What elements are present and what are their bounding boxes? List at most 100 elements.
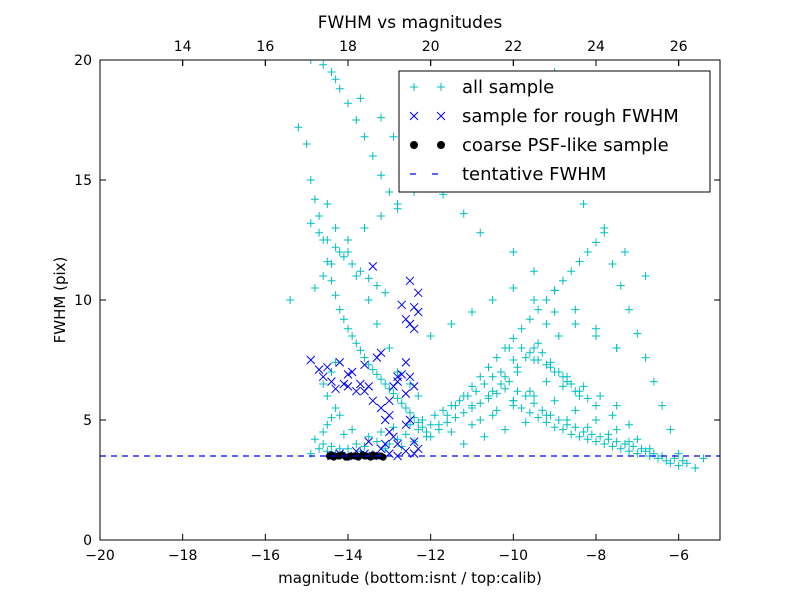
all-sample-point: [455, 396, 464, 405]
all-sample-point: [360, 132, 369, 141]
rough-fwhm-point: [413, 288, 423, 298]
x-tick-label: −16: [251, 548, 281, 564]
all-sample-point: [558, 425, 567, 434]
all-sample-point: [583, 394, 592, 403]
rough-fwhm-point: [401, 358, 411, 367]
all-sample-point: [575, 392, 584, 400]
all-sample-point: [443, 418, 452, 427]
all-sample-point: [563, 416, 572, 424]
all-sample-point: [645, 444, 654, 453]
all-sample-point: [521, 418, 530, 427]
psf-like-point: [369, 451, 377, 459]
all-sample-point: [554, 332, 563, 340]
all-sample-point: [319, 380, 328, 388]
all-sample-point: [323, 236, 332, 244]
all-sample-point: [344, 236, 352, 244]
rough-fwhm-point: [401, 446, 411, 456]
all-sample-point: [600, 224, 609, 232]
all-sample-point: [344, 248, 352, 256]
all-sample-point: [447, 428, 456, 436]
all-sample-point: [530, 296, 538, 304]
all-sample-point: [360, 353, 369, 362]
rough-fwhm-point: [384, 427, 394, 437]
all-sample-point: [625, 447, 634, 456]
all-sample-point: [476, 372, 485, 381]
all-sample-point: [286, 296, 295, 304]
y-tick-label: 0: [83, 533, 92, 549]
all-sample-point: [699, 454, 708, 463]
x-tick-label: −18: [168, 548, 198, 564]
rough-fwhm-point: [405, 372, 415, 382]
all-sample-point: [327, 260, 336, 268]
all-sample-point: [563, 372, 572, 381]
all-sample-point: [600, 440, 609, 448]
all-sample-point: [492, 389, 501, 398]
all-sample-point: [612, 425, 621, 434]
rough-fwhm-point: [351, 386, 361, 396]
rough-fwhm-point: [409, 437, 419, 446]
all-sample-point: [592, 437, 600, 446]
all-sample-point: [501, 384, 510, 393]
rough-fwhm-point: [405, 276, 415, 286]
all-sample-point: [335, 84, 344, 93]
all-sample-point: [459, 440, 468, 448]
rough-fwhm-point: [360, 386, 369, 396]
all-sample-point: [530, 399, 538, 408]
all-sample-point: [530, 267, 538, 276]
all-sample-point: [592, 238, 600, 247]
all-sample-point: [331, 75, 340, 84]
all-sample-point: [604, 430, 613, 439]
all-sample-point: [583, 435, 592, 444]
all-sample-point: [389, 423, 398, 432]
all-sample-point: [306, 219, 315, 228]
psf-like-point: [377, 452, 385, 460]
x-tick-label: −8: [586, 548, 607, 564]
all-sample-point: [352, 272, 361, 280]
psf-like-point: [344, 453, 352, 461]
legend-marker: [409, 111, 419, 121]
rough-fwhm-point: [409, 302, 419, 312]
all-sample-point: [418, 416, 427, 424]
all-sample-point: [327, 68, 336, 76]
all-sample-point: [459, 209, 468, 218]
rough-fwhm-point: [401, 314, 411, 324]
all-sample-point: [525, 387, 534, 396]
all-sample-point: [368, 365, 377, 374]
legend-marker: [437, 141, 445, 149]
all-sample-point: [674, 449, 683, 458]
all-sample-point: [331, 291, 340, 300]
all-sample-point: [385, 344, 394, 352]
all-sample-point: [434, 420, 443, 429]
all-sample-point: [377, 171, 386, 180]
all-sample-point: [430, 411, 439, 420]
all-sample-point: [587, 430, 596, 439]
all-sample-point: [389, 132, 398, 141]
all-sample-point: [579, 382, 588, 391]
all-sample-point: [488, 372, 497, 381]
all-sample-point: [575, 257, 584, 266]
all-sample-point: [592, 324, 600, 333]
all-sample-point: [327, 413, 336, 422]
all-sample-point: [315, 228, 324, 237]
all-sample-point: [554, 368, 563, 376]
all-sample-point: [501, 372, 510, 381]
all-sample-point: [550, 308, 559, 316]
all-sample-point: [620, 440, 629, 448]
all-sample-point: [331, 243, 340, 252]
all-sample-point: [323, 257, 332, 266]
all-sample-point: [372, 281, 381, 290]
x-axis-label: magnitude (bottom:isnt / top:calib): [278, 569, 542, 587]
all-sample-point: [331, 224, 340, 232]
all-sample-point: [682, 459, 691, 468]
all-sample-point: [327, 368, 336, 376]
all-sample-point: [310, 195, 319, 204]
all-sample-point: [620, 248, 629, 256]
all-sample-point: [348, 332, 357, 340]
all-sample-point: [294, 123, 303, 132]
all-sample-point: [339, 430, 348, 439]
all-sample-point: [666, 459, 675, 468]
all-sample-point: [571, 406, 580, 415]
all-sample-point: [612, 344, 621, 352]
all-sample-point: [385, 440, 394, 448]
